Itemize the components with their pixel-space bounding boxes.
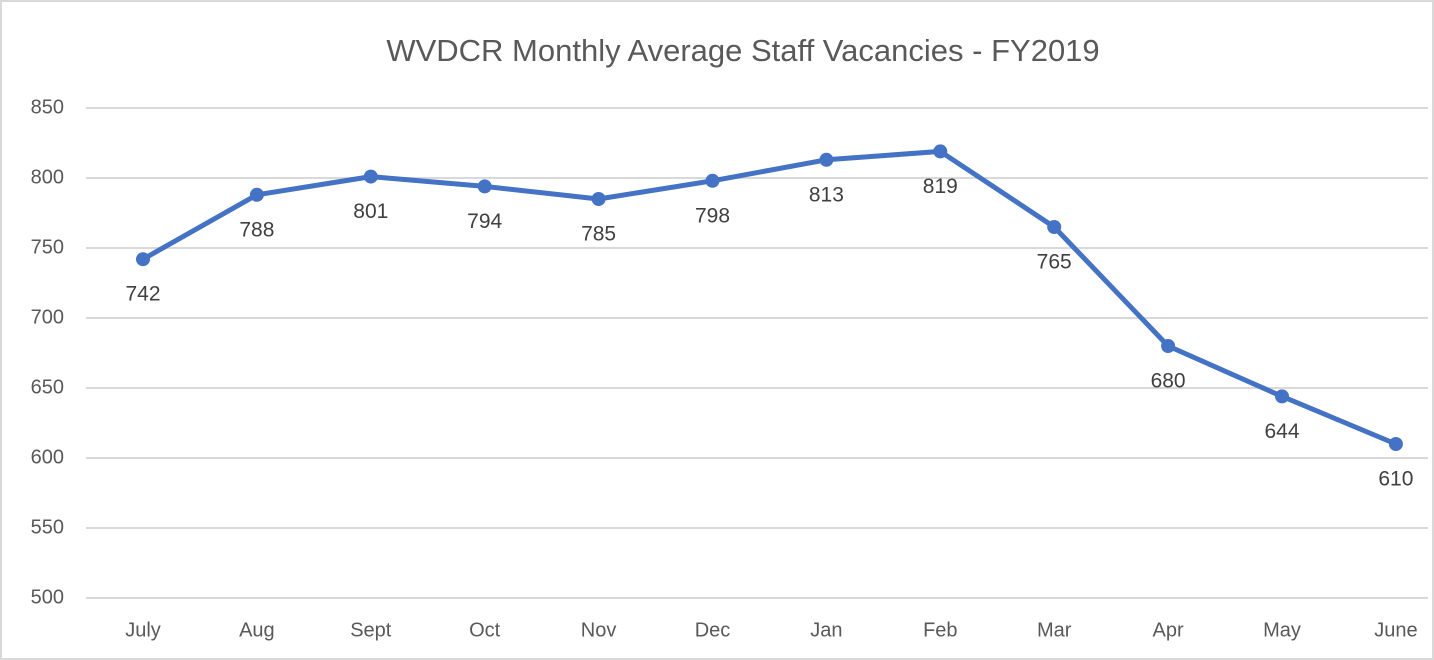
x-tick-label: Aug (239, 619, 275, 641)
marker (705, 173, 720, 188)
x-tick-label: Jan (810, 619, 842, 641)
data-label: 765 (1037, 251, 1072, 274)
y-tick-label: 850 (31, 96, 64, 118)
marker (1388, 437, 1403, 451)
x-tick-label: Feb (923, 619, 957, 641)
data-label: 801 (353, 200, 388, 223)
marker (1047, 220, 1062, 234)
line (141, 148, 1397, 447)
x-tick-label: Mar (1037, 619, 1072, 641)
y-tick-label: 700 (31, 306, 64, 328)
y-tick-label: 750 (31, 236, 64, 258)
data-label: 794 (467, 210, 502, 233)
x-tick-label: Sept (350, 619, 392, 641)
marker (591, 192, 606, 206)
marker (249, 187, 264, 202)
data-label: 644 (1264, 420, 1299, 443)
marker (477, 179, 492, 194)
x-tick-label: Nov (581, 619, 617, 641)
marker (1275, 389, 1289, 404)
data-label: 798 (695, 204, 730, 227)
data-label: 788 (239, 218, 274, 241)
y-tick-label: 800 (31, 166, 64, 188)
x-tick-label: May (1263, 619, 1301, 641)
x-tick-label: Dec (695, 619, 731, 641)
marker (819, 152, 834, 167)
marker (933, 144, 948, 159)
y-tick-label: 600 (31, 446, 64, 468)
x-tick-label: Apr (1153, 619, 1184, 641)
data-label: 680 (1151, 370, 1186, 393)
marker (363, 169, 378, 184)
x-tick-label: June (1374, 619, 1417, 641)
chart-title: WVDCR Monthly Average Staff Vacancies - … (386, 33, 1099, 68)
data-label: 819 (923, 175, 958, 198)
data-label: 610 (1378, 468, 1413, 491)
y-tick-label: 500 (31, 586, 64, 608)
marker (1161, 339, 1176, 353)
marker (136, 252, 150, 267)
data-label: 742 (125, 283, 160, 306)
x-tick-label: July (125, 619, 161, 641)
y-tick-label: 650 (31, 376, 64, 398)
data-label: 813 (809, 183, 844, 206)
y-tick-label: 550 (31, 516, 64, 538)
x-tick-label: Oct (469, 619, 501, 641)
data-label: 785 (581, 223, 616, 246)
